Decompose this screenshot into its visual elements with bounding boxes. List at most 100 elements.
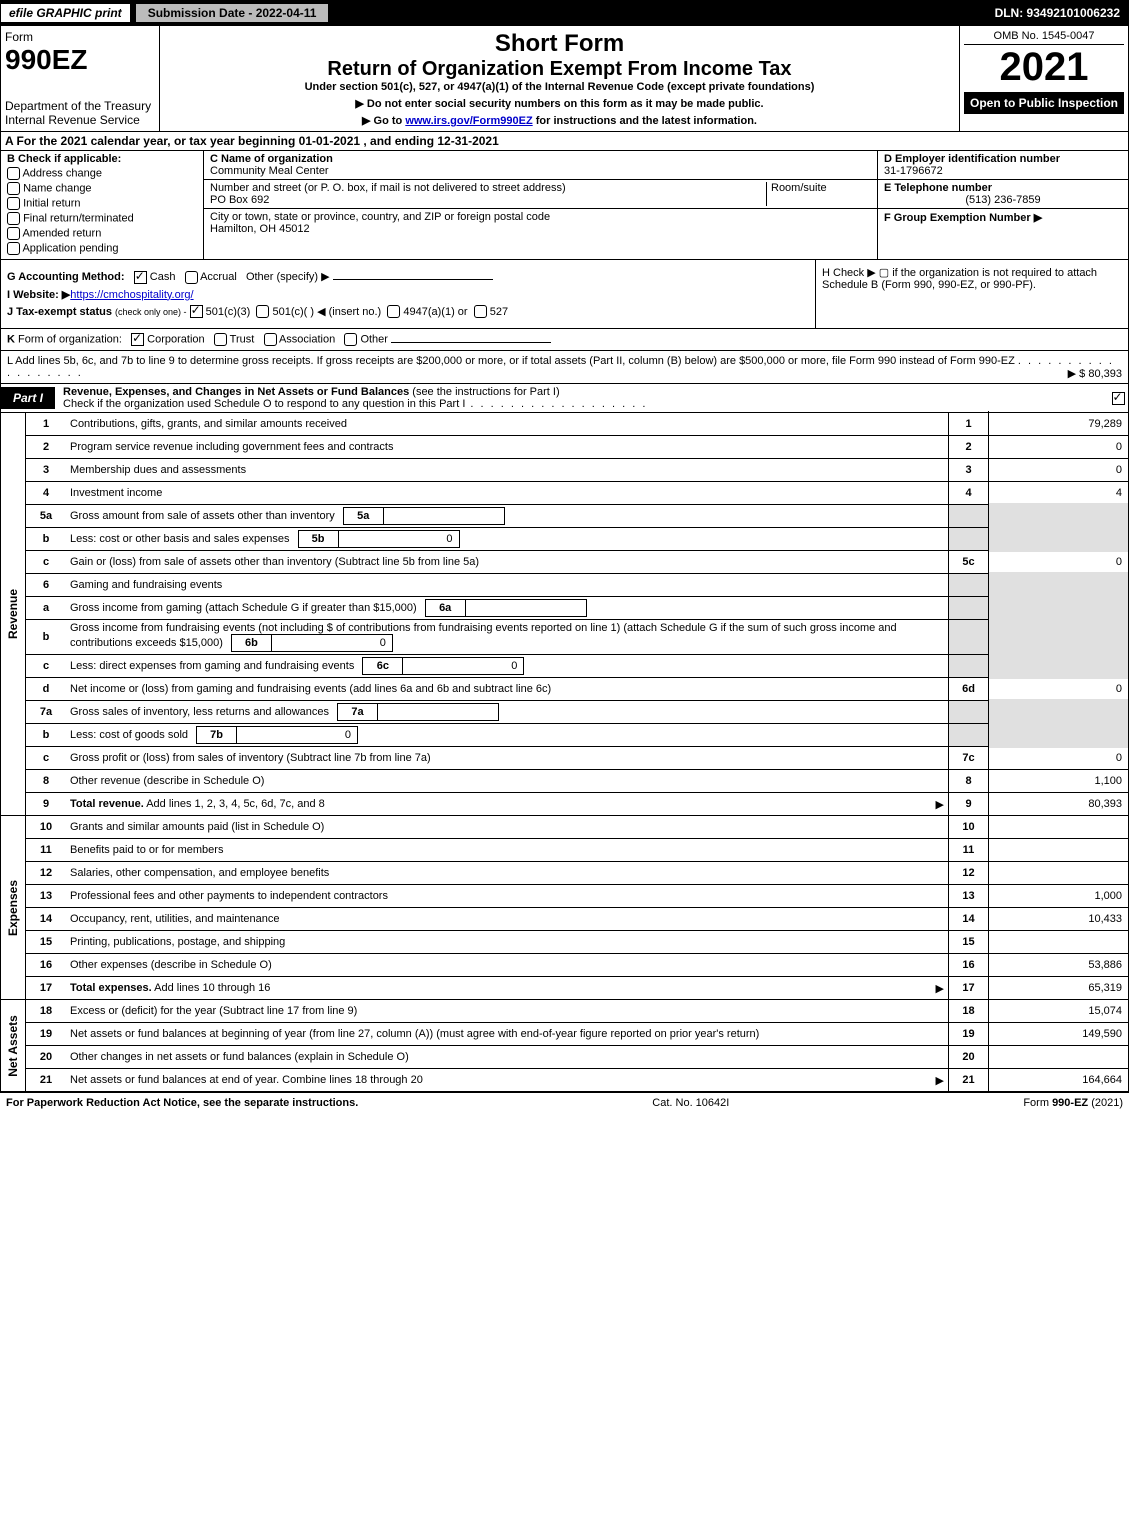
tax-year: 2021 [964,45,1124,90]
footer-catno: Cat. No. 10642I [652,1097,729,1109]
chk-final-return[interactable]: Final return/terminated [7,212,197,225]
chk-4947[interactable] [387,305,400,318]
c-label: C Name of organization [210,153,333,165]
footer-left: For Paperwork Reduction Act Notice, see … [6,1097,358,1109]
revenue-table: Revenue 1Contributions, gifts, grants, a… [0,413,1129,816]
irs-link[interactable]: www.irs.gov/Form990EZ [405,115,532,127]
line-number: a [26,600,66,616]
part1-title: Revenue, Expenses, and Changes in Net As… [55,384,1108,412]
line-number: 15 [26,934,66,950]
line-number: 13 [26,888,66,904]
line-description: Net assets or fund balances at end of ye… [66,1072,948,1089]
f-label: F Group Exemption Number ▶ [884,212,1042,224]
line-description: Gross sales of inventory, less returns a… [66,701,948,723]
chk-cash[interactable] [134,271,147,284]
result-line-number: 7c [948,747,988,769]
line-number: 12 [26,865,66,881]
chk-trust[interactable] [214,333,227,346]
chk-amended[interactable]: Amended return [7,227,197,240]
netassets-side-label: Net Assets [1,1000,26,1091]
line-description: Gain or (loss) from sale of assets other… [66,554,948,570]
line-number: 1 [26,416,66,432]
submission-date-button[interactable]: Submission Date - 2022-04-11 [134,2,331,24]
section-bcdef: B Check if applicable: Address change Na… [0,151,1129,260]
chk-other-org[interactable] [344,333,357,346]
chk-application-pending[interactable]: Application pending [7,242,197,255]
revenue-row-8: 8Other revenue (describe in Schedule O)8… [26,770,1128,793]
chk-association[interactable] [264,333,277,346]
inner-amount-box: 5b0 [298,530,460,548]
line-j: J Tax-exempt status (check only one) - 5… [7,305,809,319]
line-description: Other revenue (describe in Schedule O) [66,773,948,789]
form-title: Return of Organization Exempt From Incom… [168,58,951,81]
revenue-row-9: 9Total revenue. Add lines 1, 2, 3, 4, 5c… [26,793,1128,815]
section-def: D Employer identification number 31-1796… [877,151,1128,259]
dln-label: DLN: 93492101006232 [995,6,1128,20]
ein-val: 31-1796672 [884,165,943,177]
goto-post: for instructions and the latest informat… [533,115,757,127]
line-description: Gross amount from sale of assets other t… [66,505,948,527]
goto-line: ▶ Go to www.irs.gov/Form990EZ for instru… [168,114,951,127]
chk-501c3[interactable] [190,305,203,318]
line-number: 2 [26,439,66,455]
inner-amount-box: 6a [425,599,587,617]
inner-amount-box: 5a [343,507,505,525]
revenue-row-c: cGross profit or (loss) from sales of in… [26,747,1128,770]
city-val: Hamilton, OH 45012 [210,223,310,235]
addr-label: Number and street (or P. O. box, if mail… [210,182,566,194]
line-number: 21 [26,1072,66,1088]
expenses-table: Expenses 10Grants and similar amounts pa… [0,816,1129,1000]
goto-pre: ▶ Go to [362,115,405,127]
revenue-row-d: dNet income or (loss) from gaming and fu… [26,678,1128,701]
website-link[interactable]: https://cmchospitality.org/ [70,289,193,301]
e-label: E Telephone number [884,182,992,194]
inner-amount-box: 7a [337,703,499,721]
line-k: K Form of organization: Corporation Trus… [0,329,1129,351]
revenue-row-b: bGross income from fundraising events (n… [26,620,1128,655]
line-description: Other changes in net assets or fund bala… [66,1049,948,1065]
section-b-checks: B Check if applicable: Address change Na… [1,151,204,259]
expenses-row-11: 11Benefits paid to or for members11 [26,839,1128,862]
revenue-row-c: cLess: direct expenses from gaming and f… [26,655,1128,678]
chk-corporation[interactable] [131,333,144,346]
netassets-row-21: 21Net assets or fund balances at end of … [26,1069,1128,1091]
result-line-number: 9 [948,793,988,815]
line-l-amount: ▶ $ 80,393 [1068,367,1122,380]
result-line-number: 15 [948,931,988,953]
line-number: 16 [26,957,66,973]
chk-527[interactable] [474,305,487,318]
line-description: Gaming and fundraising events [66,577,948,593]
line-number: c [26,554,66,570]
line-number: 17 [26,980,66,996]
revenue-row-a: aGross income from gaming (attach Schedu… [26,597,1128,620]
result-line-number: 18 [948,1000,988,1022]
line-description: Membership dues and assessments [66,462,948,478]
line-l-text: L Add lines 5b, 6c, and 7b to line 9 to … [7,355,1015,367]
line-description: Benefits paid to or for members [66,842,948,858]
chk-accrual[interactable] [185,271,198,284]
result-line-number: 17 [948,977,988,999]
header-right: OMB No. 1545-0047 2021 Open to Public In… [960,26,1128,131]
result-line-number: 4 [948,482,988,504]
chk-address-change[interactable]: Address change [7,167,197,180]
result-line-number [948,528,988,550]
line-number: c [26,750,66,766]
line-description: Less: cost or other basis and sales expe… [66,528,948,550]
gh-left: G Accounting Method: Cash Accrual Other … [1,260,815,328]
expenses-row-13: 13Professional fees and other payments t… [26,885,1128,908]
chk-501c[interactable] [256,305,269,318]
footer-right: Form 990-EZ (2021) [1023,1097,1123,1109]
omb-label: OMB No. 1545-0047 [964,30,1124,45]
chk-initial-return[interactable]: Initial return [7,197,197,210]
b-label: B Check if applicable: [7,153,197,165]
netassets-table: Net Assets 18Excess or (deficit) for the… [0,1000,1129,1092]
result-line-number [948,505,988,527]
line-number: c [26,658,66,674]
line-description: Other expenses (describe in Schedule O) [66,957,948,973]
line-description: Occupancy, rent, utilities, and maintena… [66,911,948,927]
efile-print-label[interactable]: efile GRAPHIC print [1,4,130,22]
line-l: L Add lines 5b, 6c, and 7b to line 9 to … [0,351,1129,384]
org-name: Community Meal Center [210,165,329,177]
part1-schedule-o-check[interactable] [1108,391,1128,405]
chk-name-change[interactable]: Name change [7,182,197,195]
